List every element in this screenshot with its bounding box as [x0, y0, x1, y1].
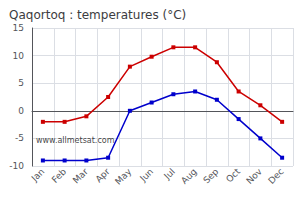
svg-text:Qaqortoq : temperatures (°C): Qaqortoq : temperatures (°C)	[9, 8, 186, 22]
svg-text:Aug: Aug	[179, 166, 198, 185]
svg-text:May: May	[113, 166, 134, 187]
svg-text:Jan: Jan	[29, 166, 47, 184]
svg-text:www.allmetsat.com: www.allmetsat.com	[36, 136, 115, 145]
svg-text:Nov: Nov	[244, 166, 264, 186]
svg-text:5: 5	[18, 78, 24, 88]
svg-text:Dec: Dec	[266, 166, 285, 185]
svg-text:Feb: Feb	[50, 166, 69, 185]
svg-text:Oct: Oct	[224, 166, 242, 184]
svg-text:-10: -10	[9, 161, 24, 171]
svg-text:15: 15	[13, 23, 24, 33]
svg-text:Mar: Mar	[71, 166, 90, 185]
svg-text:0: 0	[18, 106, 24, 116]
svg-text:10: 10	[13, 51, 25, 61]
svg-text:Sep: Sep	[201, 166, 220, 185]
svg-text:Apr: Apr	[94, 166, 112, 184]
svg-text:Jul: Jul	[161, 166, 176, 181]
svg-text:-5: -5	[15, 133, 24, 143]
svg-text:Jun: Jun	[137, 166, 155, 184]
